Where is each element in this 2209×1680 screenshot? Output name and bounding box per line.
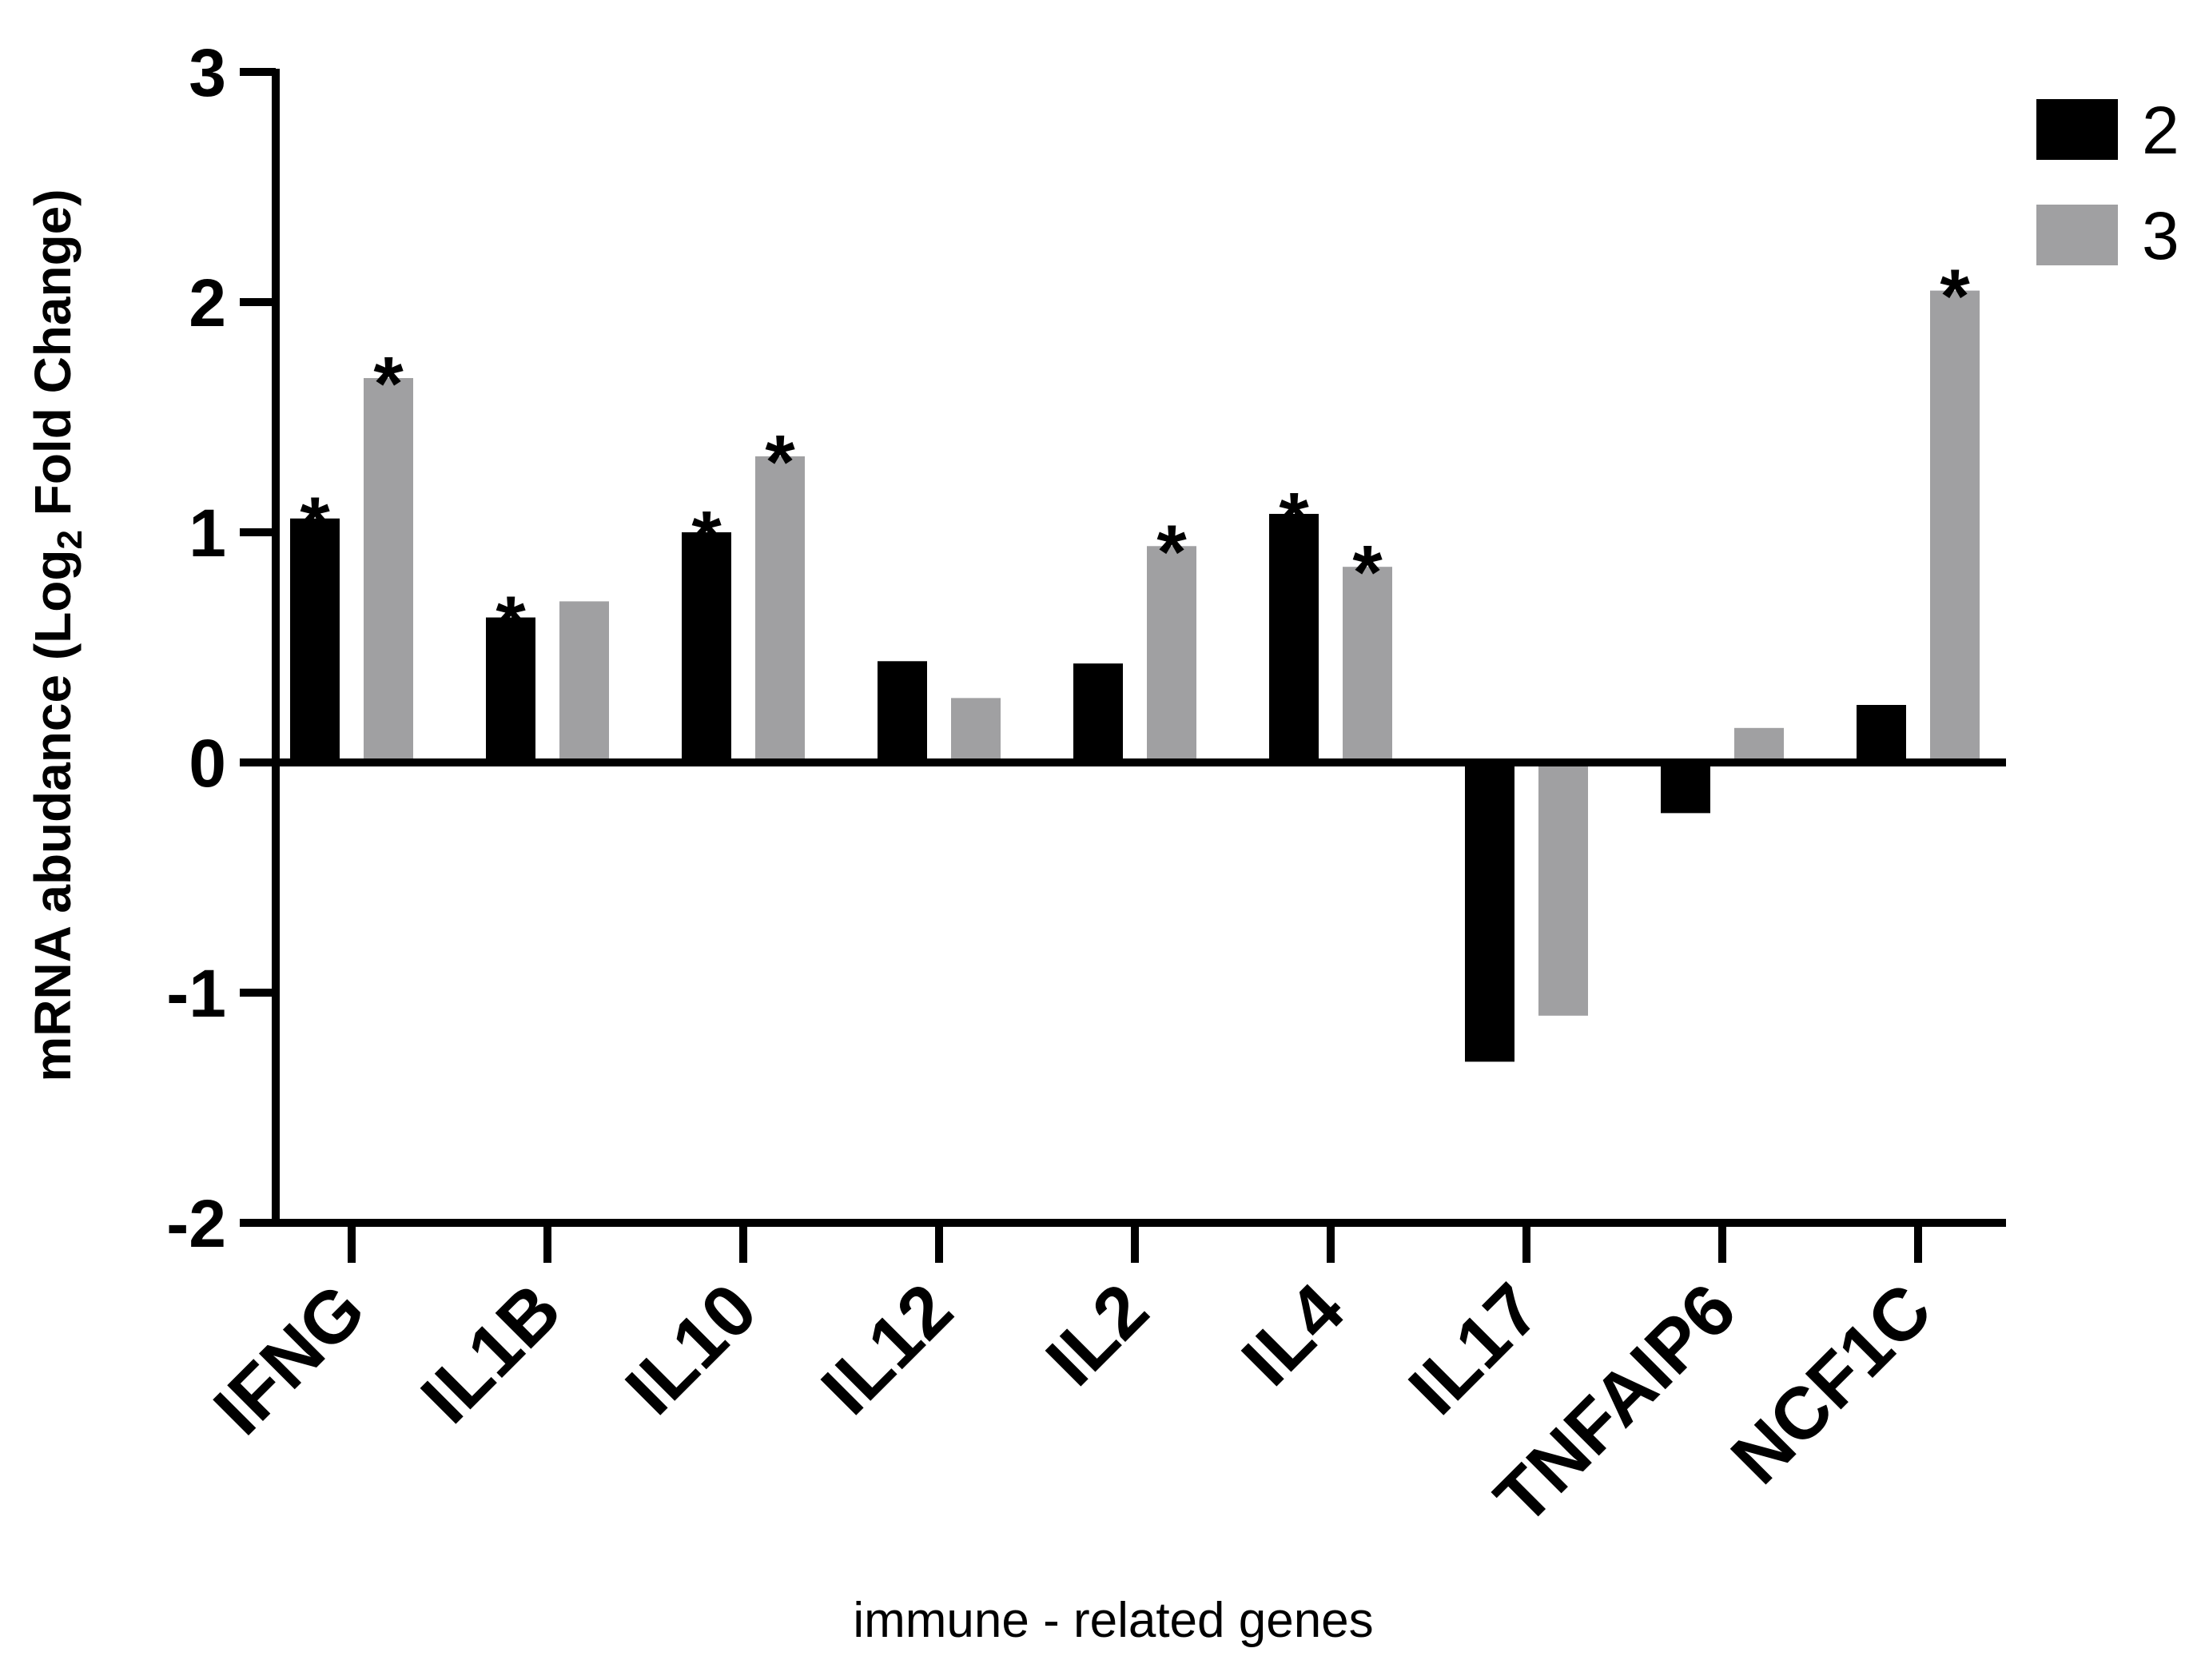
y-tick-label: 3 <box>189 35 226 110</box>
y-axis-title-prefix: mRNA abudance (Log <box>24 550 82 1082</box>
bar-ncf1c-series-2 <box>1857 705 1906 762</box>
y-tick-label: 1 <box>189 496 226 571</box>
bar-il4-series-2 <box>1269 513 1319 762</box>
legend-swatch-series-3 <box>2036 205 2118 265</box>
y-tick-label: 2 <box>189 265 226 340</box>
significance-star-ifng-series-3: * <box>373 341 404 427</box>
bars-layer <box>290 290 1980 1062</box>
bar-il1b-series-3 <box>559 601 609 762</box>
y-tick-label: 0 <box>189 726 226 801</box>
x-category-label-il1b: IL1B <box>406 1268 576 1439</box>
y-axis-title-subscript: 2 <box>50 530 90 549</box>
significance-star-il2-series-3: * <box>1156 509 1187 595</box>
significance-star-il1b-series-2: * <box>496 581 526 667</box>
bar-tnfaip6-series-2 <box>1661 762 1710 814</box>
bar-ifng-series-2 <box>290 518 340 762</box>
bar-il2-series-3 <box>1147 546 1196 762</box>
x-axis-title: immune - related genes <box>853 1593 1373 1648</box>
bar-il17-series-2 <box>1465 762 1514 1062</box>
x-category-label-il10: IL10 <box>611 1268 772 1430</box>
x-category-label-il4: IL4 <box>1227 1268 1359 1401</box>
y-tick-labels: -2 -1 0 1 2 3 <box>166 35 226 1261</box>
bar-il1b-series-2 <box>486 617 535 762</box>
bar-il2-series-2 <box>1073 663 1123 762</box>
legend-label-series-3: 3 <box>2142 198 2179 273</box>
legend: 2 3 <box>2036 93 2179 273</box>
y-tick-label: -1 <box>166 956 226 1031</box>
y-axis-title: mRNA abudance (Log2 Fold Change) <box>24 189 90 1081</box>
bar-il10-series-2 <box>682 532 731 762</box>
significance-star-il4-series-3: * <box>1352 530 1383 615</box>
bar-il10-series-3 <box>755 456 805 762</box>
significance-star-il10-series-2: * <box>691 496 722 581</box>
significance-star-ncf1c-series-3: * <box>1940 254 1970 340</box>
x-category-label-il12: IL12 <box>806 1268 968 1430</box>
x-category-label-ifng: IFNG <box>199 1268 381 1451</box>
x-category-label-il17: IL17 <box>1394 1268 1555 1430</box>
bar-tnfaip6-series-3 <box>1734 727 1784 762</box>
bar-il12-series-2 <box>878 661 927 762</box>
significance-star-il4-series-2: * <box>1279 477 1309 563</box>
significance-star-ifng-series-2: * <box>300 482 330 567</box>
bar-il17-series-3 <box>1538 762 1588 1016</box>
y-axis-title-suffix: Fold Change) <box>24 189 82 530</box>
x-category-label-ncf1c: NCF1C <box>1716 1268 1947 1499</box>
bar-ifng-series-3 <box>364 378 413 762</box>
legend-swatch-series-2 <box>2036 99 2118 160</box>
bar-il12-series-3 <box>951 698 1001 762</box>
y-tick-label: -2 <box>166 1186 226 1261</box>
bar-ncf1c-series-3 <box>1930 290 1980 763</box>
axes <box>240 68 2006 1263</box>
significance-star-il10-series-3: * <box>765 420 795 505</box>
significance-markers: * * * * * * * * * <box>300 254 1970 667</box>
x-category-label-il2: IL2 <box>1031 1268 1164 1401</box>
legend-label-series-2: 2 <box>2142 93 2179 168</box>
bar-il4-series-3 <box>1343 567 1392 762</box>
